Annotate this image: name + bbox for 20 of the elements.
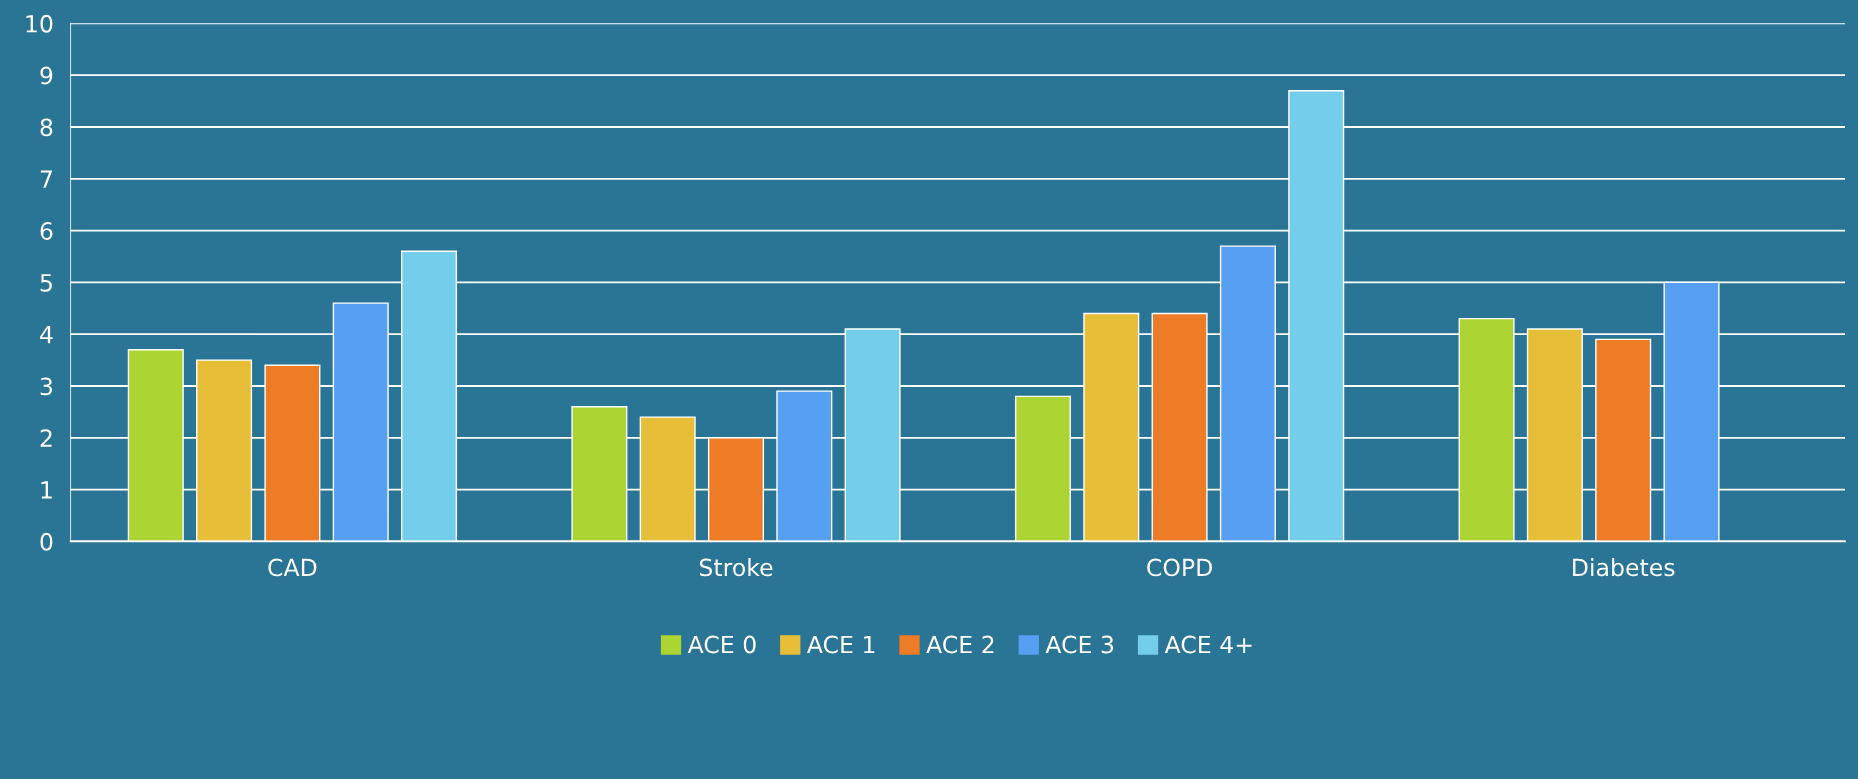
x-tick-label: Stroke [699, 558, 773, 577]
y-tick-label: 9 [40, 66, 53, 85]
x-tick-label: Diabetes [1573, 558, 1675, 577]
y-tick-label: 2 [40, 429, 52, 447]
y-tick-label: 6 [40, 222, 53, 240]
y-tick-label: 1 [41, 481, 52, 499]
y-tick-label: 7 [40, 170, 52, 188]
legend-label: ACE 2 [926, 635, 994, 654]
legend-label: ACE 4+ [1164, 635, 1252, 654]
x-tick-label: CAD [268, 558, 317, 577]
y-tick-label: 8 [40, 118, 53, 137]
y-tick-label: 0 [40, 532, 53, 551]
legend-label: ACE 1 [806, 635, 875, 654]
y-tick-label: 10 [26, 14, 53, 33]
legend-label: ACE 3 [1045, 635, 1114, 654]
y-tick-label: 4 [40, 325, 53, 344]
x-tick-label: COPD [1147, 558, 1212, 577]
y-tick-label: 3 [40, 377, 53, 396]
y-tick-label: 5 [40, 274, 52, 292]
legend-label: ACE 0 [687, 635, 756, 654]
